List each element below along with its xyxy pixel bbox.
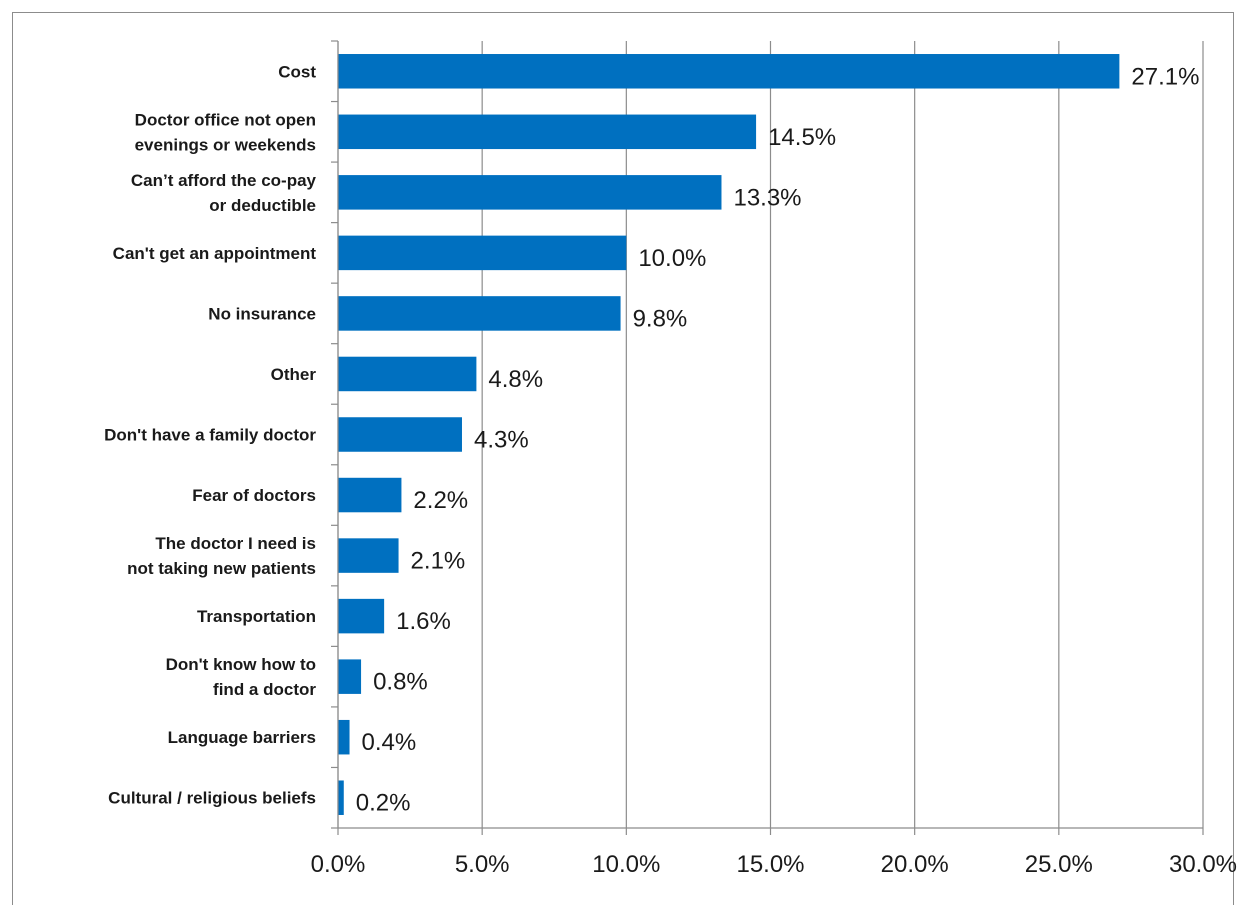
category-label-line: Doctor office not open	[135, 110, 316, 129]
x-tick-label: 30.0%	[1169, 851, 1237, 878]
x-tick-label: 20.0%	[881, 851, 949, 878]
data-label: 2.1%	[411, 548, 466, 575]
category-label: Transportation	[197, 607, 316, 626]
axes	[331, 40, 1204, 835]
category-label-line: The doctor I need is	[155, 534, 316, 553]
bar	[338, 538, 399, 573]
data-label: 0.8%	[373, 669, 428, 696]
bar	[338, 719, 350, 755]
bar	[338, 54, 1120, 89]
category-label-line: or deductible	[209, 196, 316, 215]
x-tick-label: 0.0%	[311, 851, 366, 878]
category-label-line: Don't have a family doctor	[104, 426, 316, 445]
data-label: 13.3%	[733, 184, 801, 211]
category-label: Doctor office not open evenings or weeken…	[135, 110, 316, 154]
data-label: 2.2%	[413, 487, 468, 514]
category-label: Fear of doctors	[192, 486, 316, 505]
x-tick-label: 10.0%	[592, 851, 660, 878]
bar	[338, 417, 462, 452]
bar	[338, 175, 722, 210]
category-label-line: Can’t afford the co-pay	[131, 171, 317, 190]
x-tick-label: 15.0%	[736, 851, 804, 878]
category-label-line: Don't know how to	[166, 655, 316, 674]
data-label: 14.5%	[768, 124, 836, 151]
bars	[338, 54, 1120, 815]
bar	[338, 477, 402, 513]
x-tick-label: 5.0%	[455, 851, 510, 878]
labels: 0.0% 5.0% 10.0% 15.0% 20.0% 25.0% 30.0% 27.1% Co…	[104, 62, 1237, 878]
category-label-line: not taking new patients	[127, 559, 316, 578]
category-label-line: find a doctor	[213, 680, 316, 699]
category-label: Can’t afford the co-pay or deductible	[131, 171, 317, 215]
category-label: Language barriers	[168, 728, 316, 747]
bar	[338, 356, 477, 392]
category-label-line: Fear of doctors	[192, 486, 316, 505]
category-label-line: evenings or weekends	[135, 135, 316, 154]
gridlines	[337, 41, 1204, 828]
category-label: Can't get an appointment	[113, 244, 317, 263]
chart-frame	[12, 12, 1234, 905]
category-label-line: Cultural / religious beliefs	[108, 789, 316, 808]
category-label: Other	[271, 365, 317, 384]
category-label: The doctor I need is not taking new patie…	[127, 534, 316, 578]
category-label-line: Transportation	[197, 607, 316, 626]
category-label-line: Cost	[278, 62, 316, 81]
data-label: 9.8%	[633, 305, 688, 332]
data-label: 27.1%	[1131, 63, 1199, 90]
data-label: 10.0%	[638, 245, 706, 272]
bar	[338, 296, 621, 331]
category-label: Don't have a family doctor	[104, 426, 316, 445]
bar	[338, 780, 344, 815]
bar	[338, 659, 362, 694]
bar	[338, 114, 757, 150]
bar	[338, 598, 385, 634]
data-label: 1.6%	[396, 608, 451, 635]
data-label: 4.8%	[488, 366, 543, 393]
category-label-line: No insurance	[208, 304, 316, 323]
category-label-line: Other	[271, 365, 317, 384]
x-tick-label: 25.0%	[1025, 851, 1093, 878]
bar	[338, 235, 627, 271]
category-label: Don't know how to find a doctor	[166, 655, 317, 699]
category-label-line: Can't get an appointment	[113, 244, 317, 263]
category-label: Cultural / religious beliefs	[108, 789, 316, 808]
category-label: Cost	[278, 62, 316, 81]
category-label-line: Language barriers	[168, 728, 316, 747]
data-label: 0.2%	[356, 790, 411, 817]
data-label: 0.4%	[362, 729, 417, 756]
category-label: No insurance	[208, 304, 316, 323]
data-label: 4.3%	[474, 427, 529, 454]
